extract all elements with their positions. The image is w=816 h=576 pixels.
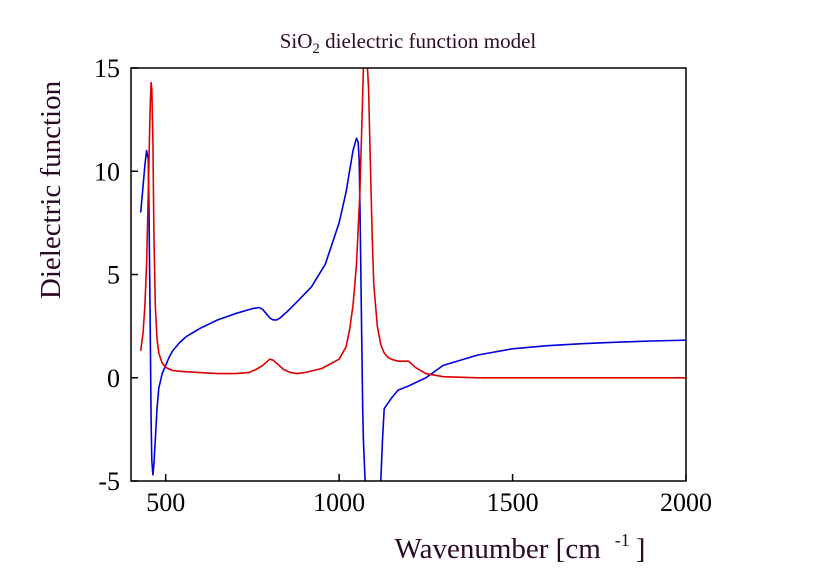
- x-axis-label: Wavenumber [cm -1]: [395, 530, 646, 565]
- y-tick-label: 10: [94, 157, 120, 186]
- chart-title: SiO2 dielectric function model: [280, 29, 537, 57]
- x-tick-label: 1500: [487, 488, 539, 517]
- x-tick-label: 500: [146, 488, 185, 517]
- series-line-2: [139, 68, 686, 379]
- series-line-1: [139, 137, 686, 481]
- chart-title-subscript: 2: [312, 41, 320, 57]
- y-tick-label: 15: [94, 54, 120, 83]
- y-axis-label: Dielectric function: [35, 80, 67, 299]
- x-axis-label-main: Wavenumber [cm: [395, 533, 602, 565]
- tick-layer: 500 1000 1500 2000 -5 0 5 10 15: [94, 54, 712, 517]
- y-tick-label: 0: [107, 364, 120, 393]
- series-layer: [139, 68, 686, 481]
- y-tick-label: -5: [98, 467, 120, 496]
- y-tick-label: 5: [107, 261, 120, 290]
- x-tick-label: 1000: [313, 488, 365, 517]
- x-axis-label-end: ]: [636, 533, 646, 565]
- x-tick-label: 2000: [660, 488, 712, 517]
- chart-title-main: SiO: [280, 29, 313, 53]
- x-axis-label-superscript: -1: [615, 530, 630, 550]
- chart-title-rest: dielectric function model: [320, 29, 537, 53]
- plot-frame: [130, 67, 687, 482]
